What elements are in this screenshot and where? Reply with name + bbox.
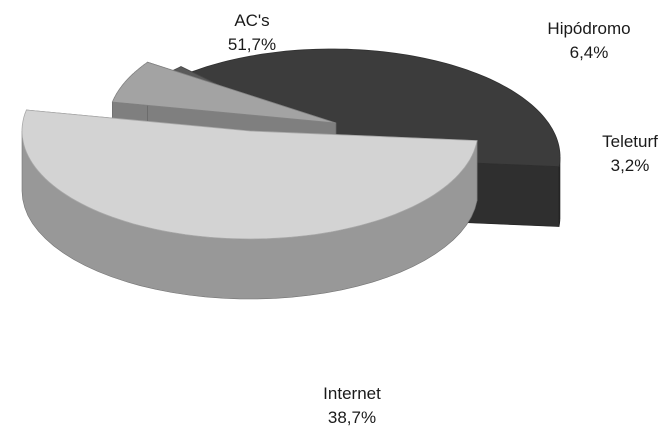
slice-label-teleturf-name: Teleturf [602,132,658,151]
pie-slices [21,48,561,300]
slice-outer-wall-internet-0 [558,157,561,227]
slice-label-acs-value: 51,7% [228,35,276,54]
slice-label-teleturf-value: 3,2% [611,156,650,175]
slice-label-internet-name: Internet [323,384,381,403]
slice-label-acs-name: AC's [234,11,269,30]
slice-label-hipodromo-name: Hipódromo [547,19,630,38]
slice-top-hipodromo [111,61,337,124]
slice-acs [21,109,478,300]
slice-top-acs [21,109,478,240]
slice-label-internet-value: 38,7% [328,408,376,427]
slice-top-internet [172,48,561,168]
slice-label-hipodromo-value: 6,4% [570,43,609,62]
